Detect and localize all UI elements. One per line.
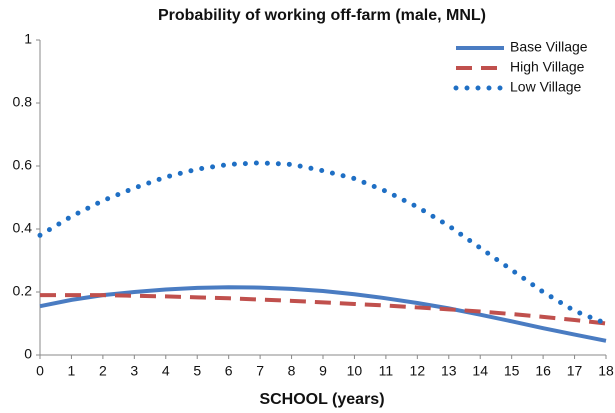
- x-tick-label: 14: [472, 363, 488, 379]
- x-tick-label: 12: [410, 363, 426, 379]
- x-tick-label: 15: [504, 363, 520, 379]
- y-tick-label: 0.2: [13, 283, 33, 299]
- x-tick-label: 0: [36, 363, 44, 379]
- x-axis-label: SCHOOL (years): [259, 391, 384, 408]
- x-tick-label: 3: [130, 363, 138, 379]
- y-tick-label: 0.4: [13, 220, 33, 236]
- y-tick-label: 0: [24, 346, 32, 362]
- x-tick-label: 6: [225, 363, 233, 379]
- line-series: [40, 293, 607, 326]
- x-tick-label: 10: [347, 363, 363, 379]
- chart-title: Probability of working off-farm (male, M…: [158, 7, 486, 24]
- legend-label: Low Village: [510, 79, 582, 95]
- y-tick-label: 0.8: [13, 94, 33, 110]
- x-tick-label: 4: [162, 363, 170, 379]
- x-tick-label: 9: [319, 363, 327, 379]
- legend-label: Base Village: [510, 39, 588, 55]
- x-tick-label: 13: [441, 363, 457, 379]
- x-tick-label: 11: [379, 363, 394, 379]
- line-series: [37, 160, 609, 326]
- line-series: [39, 285, 607, 343]
- y-tick-label: 1: [24, 31, 32, 47]
- x-tick-label: 16: [535, 363, 551, 379]
- x-tick-label: 8: [288, 363, 296, 379]
- x-tick-label: 18: [598, 363, 614, 379]
- x-tick-label: 5: [193, 363, 201, 379]
- x-tick-label: 17: [567, 363, 583, 379]
- x-tick-label: 7: [256, 363, 264, 379]
- x-tick-label: 1: [68, 363, 76, 379]
- legend-label: High Village: [510, 59, 585, 75]
- y-tick-label: 0.6: [13, 157, 33, 173]
- x-tick-label: 2: [99, 363, 107, 379]
